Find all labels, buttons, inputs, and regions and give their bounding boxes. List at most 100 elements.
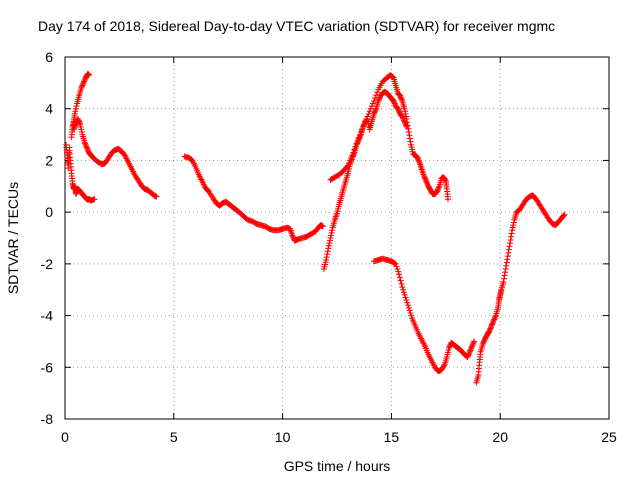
data-point bbox=[71, 125, 78, 132]
data-point bbox=[393, 263, 400, 270]
data-point bbox=[394, 105, 401, 112]
data-point bbox=[350, 149, 357, 156]
series-seg3 bbox=[70, 116, 160, 200]
data-point bbox=[510, 222, 517, 229]
y-tick-label: 6 bbox=[45, 49, 53, 65]
data-point bbox=[319, 223, 326, 230]
data-point bbox=[366, 108, 373, 115]
data-point bbox=[91, 196, 98, 203]
data-point bbox=[423, 179, 430, 186]
data-point bbox=[77, 123, 84, 130]
data-point bbox=[502, 269, 509, 276]
data-point bbox=[394, 266, 401, 273]
data-point bbox=[465, 352, 472, 359]
data-point bbox=[508, 233, 515, 240]
data-point bbox=[467, 346, 474, 353]
data-point bbox=[289, 232, 296, 239]
data-point bbox=[404, 302, 411, 309]
data-point bbox=[360, 123, 367, 130]
data-point bbox=[404, 122, 411, 129]
data-point bbox=[329, 227, 336, 234]
data-point bbox=[347, 157, 354, 164]
data-point bbox=[504, 253, 511, 260]
data-point bbox=[503, 262, 510, 269]
data-point bbox=[488, 322, 495, 329]
data-point bbox=[372, 95, 379, 102]
data-point bbox=[72, 122, 79, 129]
data-point bbox=[76, 119, 83, 126]
y-tick-label: -6 bbox=[41, 359, 54, 375]
data-point bbox=[344, 162, 351, 169]
data-point bbox=[72, 191, 79, 198]
data-point bbox=[78, 83, 85, 90]
data-point bbox=[501, 272, 508, 279]
plot-frame bbox=[64, 56, 610, 420]
data-point bbox=[508, 230, 515, 237]
data-point bbox=[324, 248, 331, 255]
x-tick-label: 0 bbox=[61, 429, 69, 445]
data-point bbox=[400, 286, 407, 293]
data-point bbox=[398, 95, 405, 102]
data-point bbox=[323, 254, 330, 261]
data-point bbox=[490, 319, 497, 326]
data-point bbox=[391, 260, 398, 267]
data-point bbox=[446, 344, 453, 351]
data-point bbox=[372, 107, 379, 114]
data-point bbox=[325, 242, 332, 249]
data-point bbox=[407, 309, 414, 316]
x-tick-label: 15 bbox=[384, 429, 400, 445]
grid-lines bbox=[65, 57, 609, 419]
data-point bbox=[355, 134, 362, 141]
data-point bbox=[372, 108, 379, 115]
y-tick-label: 0 bbox=[45, 204, 53, 220]
data-point bbox=[487, 325, 494, 332]
data-point bbox=[374, 89, 381, 96]
x-tick-label: 5 bbox=[170, 429, 178, 445]
data-point bbox=[401, 291, 408, 298]
data-point bbox=[78, 128, 85, 135]
data-point bbox=[466, 348, 473, 355]
data-point bbox=[487, 324, 494, 331]
data-point bbox=[391, 100, 398, 107]
data-point bbox=[469, 342, 476, 349]
data-point bbox=[480, 338, 487, 345]
data-point bbox=[501, 275, 508, 282]
data-point bbox=[364, 113, 371, 120]
data-point bbox=[395, 107, 402, 114]
data-point bbox=[510, 219, 517, 226]
data-point bbox=[323, 256, 330, 263]
axis-ticks: 0 5 10 15 20 25 -8 -6 -4 -2 0 2 4 6 bbox=[41, 49, 617, 445]
data-point bbox=[367, 105, 374, 112]
data-point bbox=[371, 109, 378, 116]
data-point bbox=[414, 154, 421, 161]
data-point bbox=[369, 100, 376, 107]
data-point bbox=[70, 126, 77, 133]
data-point bbox=[85, 72, 92, 79]
data-point bbox=[397, 92, 404, 99]
data-point bbox=[440, 362, 447, 369]
data-point bbox=[405, 304, 412, 311]
data-point bbox=[423, 178, 430, 185]
data-point bbox=[83, 144, 90, 151]
data-point bbox=[352, 143, 359, 150]
series-seg7 bbox=[370, 255, 478, 375]
data-point bbox=[504, 256, 511, 263]
data-point bbox=[375, 96, 382, 103]
data-point bbox=[390, 97, 397, 104]
data-point bbox=[406, 307, 413, 314]
data-point bbox=[466, 350, 473, 357]
data-point bbox=[400, 289, 407, 296]
data-point bbox=[399, 284, 406, 291]
y-axis-label: SDTVAR / TECUs bbox=[5, 182, 21, 294]
data-point bbox=[357, 128, 364, 135]
data-point bbox=[403, 116, 410, 123]
data-point bbox=[506, 243, 513, 250]
y-tick-label: -2 bbox=[41, 256, 54, 272]
data-point bbox=[75, 116, 82, 123]
data-point bbox=[405, 128, 412, 135]
y-tick-label: 4 bbox=[45, 101, 53, 117]
data-point bbox=[502, 266, 509, 273]
y-tick-label: -8 bbox=[41, 411, 54, 427]
data-point bbox=[435, 184, 442, 191]
